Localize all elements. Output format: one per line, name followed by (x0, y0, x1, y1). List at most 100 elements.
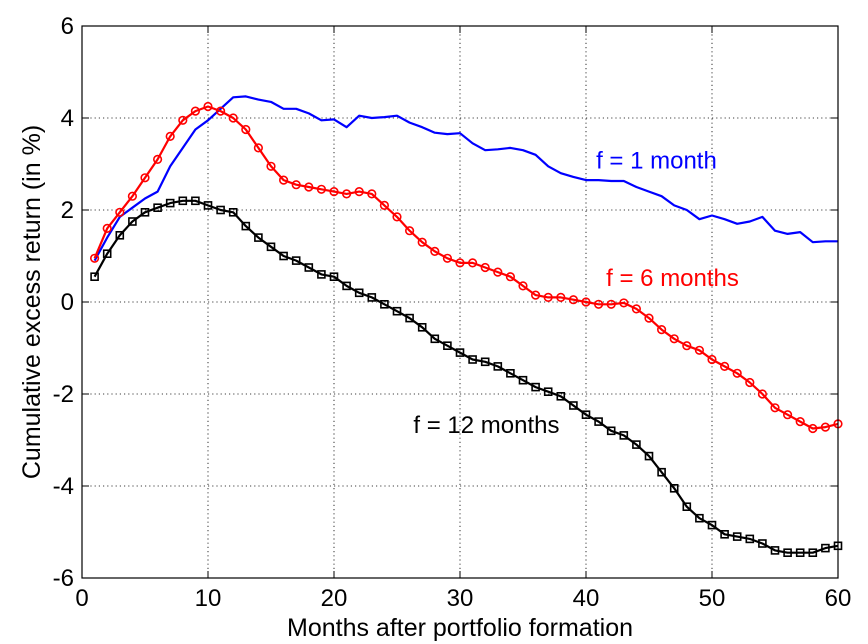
data-point (518, 281, 528, 291)
data-point (656, 325, 667, 335)
data-point (304, 263, 314, 272)
data-point (153, 203, 162, 212)
data-point (505, 272, 516, 282)
data-point (443, 341, 452, 351)
y-tick-label: 0 (61, 289, 74, 316)
data-point (707, 354, 717, 365)
series-annotations: f = 1 month f = 6 months f = 12 months (413, 148, 739, 440)
data-point (694, 345, 705, 355)
data-point (329, 272, 339, 282)
data-point (304, 182, 314, 192)
grid-lines (82, 26, 838, 578)
y-tick-label: -2 (53, 381, 74, 408)
x-tick-label: 60 (825, 585, 852, 612)
data-point (417, 322, 427, 332)
axis-ticks: 0 10 20 30 40 50 60 -6 -4 -2 0 2 4 6 (53, 13, 852, 612)
x-tick-label: 20 (321, 585, 348, 612)
y-axis-label: Cumulative excess return (in %) (18, 125, 46, 479)
data-point (228, 113, 238, 123)
data-point (329, 187, 339, 197)
data-point (102, 249, 112, 258)
series-2 (89, 101, 843, 434)
x-axis-label: Months after portfolio formation (287, 614, 633, 642)
data-point (632, 440, 641, 449)
data-point (782, 410, 793, 420)
data-point (556, 292, 566, 303)
x-tick-label: 0 (75, 585, 88, 612)
data-point (279, 175, 289, 185)
data-point (745, 534, 755, 544)
data-point (821, 543, 830, 553)
data-point (140, 173, 150, 183)
data-point (593, 299, 604, 309)
series-annotation: f = 1 month (596, 148, 717, 175)
data-point (594, 417, 603, 426)
data-point (631, 304, 642, 314)
data-point (203, 101, 213, 112)
y-tick-label: 2 (61, 197, 74, 224)
data-point (619, 431, 629, 440)
data-point (291, 180, 301, 190)
data-point (820, 422, 831, 432)
data-point (795, 548, 805, 558)
data-point (216, 205, 225, 215)
data-point (153, 154, 163, 164)
data-point (190, 106, 200, 116)
x-tick-label: 40 (573, 585, 600, 612)
x-tick-label: 30 (447, 585, 474, 612)
series-line (93, 105, 839, 430)
data-point (354, 288, 364, 298)
data-point (430, 246, 440, 256)
data-point (442, 253, 453, 263)
data-point (253, 143, 263, 153)
data-point (316, 184, 327, 194)
data-point (468, 258, 478, 268)
data-point (266, 242, 276, 252)
y-tick-label: -6 (53, 565, 74, 592)
data-point (568, 295, 579, 305)
data-point (241, 124, 251, 135)
data-point (657, 467, 666, 477)
series-3 (90, 196, 843, 558)
data-point (228, 208, 238, 217)
data-point (732, 532, 742, 541)
data-point (543, 387, 553, 397)
data-point (770, 546, 780, 555)
data-point (342, 189, 352, 199)
data-point (405, 226, 415, 236)
data-point (455, 258, 465, 268)
data-point (241, 221, 251, 231)
data-point (531, 382, 540, 392)
data-point (758, 539, 767, 548)
data-point (644, 451, 654, 461)
data-point (530, 290, 541, 300)
data-point (128, 217, 137, 226)
data-point (581, 297, 591, 307)
y-tick-label: -4 (53, 473, 74, 500)
x-tick-label: 50 (699, 585, 726, 612)
data-point (682, 502, 692, 512)
data-point (757, 389, 768, 399)
data-point (682, 341, 692, 351)
data-point (392, 212, 402, 222)
data-point (606, 299, 616, 309)
data-point (783, 548, 792, 558)
data-point (380, 299, 389, 309)
data-point (606, 426, 616, 436)
data-point (556, 391, 566, 401)
data-point (405, 313, 414, 323)
data-point (102, 223, 112, 233)
data-point (808, 548, 818, 558)
data-point (770, 403, 780, 413)
data-point (354, 187, 364, 197)
data-point (392, 306, 402, 316)
data-point (707, 520, 717, 530)
data-point (165, 131, 175, 141)
data-point (342, 281, 351, 291)
series-annotation: f = 6 months (606, 265, 739, 292)
data-point (115, 207, 125, 217)
data-point (115, 231, 125, 240)
data-point (455, 348, 465, 357)
data-point (367, 189, 377, 199)
